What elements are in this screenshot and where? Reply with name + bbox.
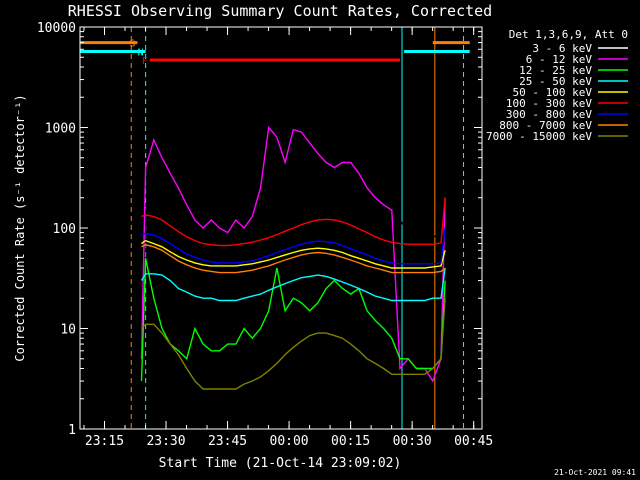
footer-timestamp: 21-Oct-2021 09:41 xyxy=(554,468,636,477)
legend-label-50-100-kev: 50 - 100 keV xyxy=(513,86,593,99)
legend-title: Det 1,3,6,9, Att 0 xyxy=(509,28,628,41)
y-tick-label-10000: 10000 xyxy=(37,21,76,36)
x-tick-label-00-30: 00:30 xyxy=(393,434,432,449)
x-tick-label-00-45: 00:45 xyxy=(454,434,493,449)
series-line-50-100-kev xyxy=(141,239,446,269)
series-line-12-25-kev xyxy=(140,258,446,382)
x-tick-label-23-15: 23:15 xyxy=(85,434,124,449)
y-tick-label-1: 1 xyxy=(68,423,76,438)
legend-label-7000-15000-kev: 7000 - 15000 keV xyxy=(486,130,592,143)
chart-title: RHESSI Observing Summary Count Rates, Co… xyxy=(68,2,492,20)
legend-label-3-6-kev: 3 - 6 keV xyxy=(532,42,592,55)
series-line-7000-15000-kev xyxy=(140,298,446,390)
x-axis: 23:15 23:30 23:45 00:00 00:15 00:30 00:45 xyxy=(83,27,493,449)
series-line-25-50-kev xyxy=(140,267,446,302)
legend-label-800-7000-kev: 800 - 7000 keV xyxy=(499,119,592,132)
legend-label-12-25-kev: 12 - 25 keV xyxy=(519,64,592,77)
x-tick-label-23-45: 23:45 xyxy=(208,434,247,449)
legend-label-300-800-kev: 300 - 800 keV xyxy=(506,108,592,121)
legend-label-25-50-kev: 25 - 50 keV xyxy=(519,75,592,88)
series-line-300-800-kev xyxy=(141,227,446,265)
y-tick-label-1000: 1000 xyxy=(45,122,76,137)
x-tick-label-00-00: 00:00 xyxy=(270,434,309,449)
series-line-100-300-kev xyxy=(141,197,446,247)
x-axis-label: Start Time (21-Oct-14 23:09:02) xyxy=(159,456,402,471)
y-axis-label: Corrected Count Rate (s⁻¹ detector⁻¹) xyxy=(13,94,27,361)
y-tick-label-100: 100 xyxy=(53,222,76,237)
legend-label-100-300-kev: 100 - 300 keV xyxy=(506,97,592,110)
legend-label-6-12-kev: 6 - 12 keV xyxy=(526,53,593,66)
y-axis: 1 10 100 1000 10000 xyxy=(37,21,482,438)
flag-bar-label-f: F xyxy=(142,56,148,67)
flag-bar-label-n: N xyxy=(138,48,144,59)
x-tick-label-23-30: 23:30 xyxy=(146,434,185,449)
flag-bar-label-s: S xyxy=(129,39,135,50)
series-line-6-12-kev xyxy=(140,125,446,383)
plot-area: SNF xyxy=(79,27,470,429)
series-line-3-6-kev xyxy=(140,152,446,399)
y-tick-label-10: 10 xyxy=(60,323,76,338)
series-line-800-7000-kev xyxy=(141,244,446,274)
x-tick-label-00-15: 00:15 xyxy=(331,434,370,449)
